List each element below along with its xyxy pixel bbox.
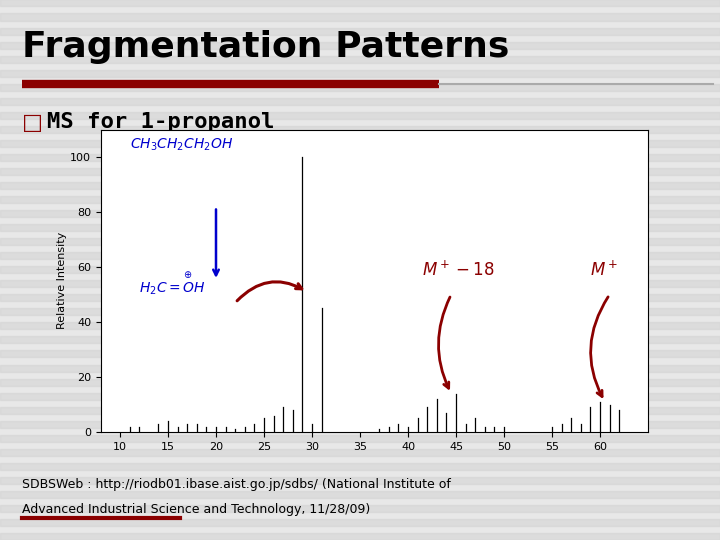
- Text: SDBSWeb : http://riodb01.ibase.aist.go.jp/sdbs/ (National Institute of: SDBSWeb : http://riodb01.ibase.aist.go.j…: [22, 478, 451, 491]
- Bar: [0, 210, 720, 217]
- Bar: [0, 519, 720, 526]
- Bar: [0, 533, 720, 540]
- Bar: [0, 477, 720, 484]
- Text: □: □: [22, 113, 42, 133]
- Bar: [0, 435, 720, 442]
- Bar: [0, 322, 720, 329]
- Bar: [0, 112, 720, 119]
- Bar: [0, 336, 720, 343]
- Bar: [0, 294, 720, 301]
- Bar: [0, 154, 720, 161]
- Bar: [0, 393, 720, 400]
- Bar: [0, 56, 720, 63]
- Bar: [0, 238, 720, 245]
- Bar: [0, 126, 720, 133]
- Bar: [0, 379, 720, 386]
- Bar: [0, 84, 720, 91]
- Bar: [0, 0, 720, 6]
- Bar: [0, 28, 720, 35]
- Bar: [0, 70, 720, 77]
- Bar: [0, 449, 720, 456]
- Bar: [0, 308, 720, 315]
- Bar: [0, 224, 720, 231]
- Text: Advanced Industrial Science and Technology, 11/28/09): Advanced Industrial Science and Technolo…: [22, 503, 370, 516]
- Bar: [0, 42, 720, 49]
- Bar: [0, 491, 720, 498]
- Bar: [0, 140, 720, 147]
- Bar: [0, 350, 720, 357]
- Text: Fragmentation Patterns: Fragmentation Patterns: [22, 30, 509, 64]
- Text: $\mathit{M^+-18}$: $\mathit{M^+-18}$: [423, 260, 495, 279]
- Bar: [0, 364, 720, 372]
- Y-axis label: Relative Intensity: Relative Intensity: [58, 232, 67, 329]
- Bar: [0, 182, 720, 189]
- Bar: [0, 266, 720, 273]
- Text: MS for 1-propanol: MS for 1-propanol: [47, 112, 274, 132]
- Bar: [0, 505, 720, 512]
- Bar: [0, 280, 720, 287]
- Bar: [0, 463, 720, 470]
- Bar: [0, 196, 720, 203]
- Bar: [0, 168, 720, 175]
- Bar: [0, 421, 720, 428]
- Text: $\mathit{CH_3CH_2CH_2OH}$: $\mathit{CH_3CH_2CH_2OH}$: [130, 137, 233, 153]
- Bar: [0, 98, 720, 105]
- Text: $H_2C{=}\overset{\oplus}{O}H$: $H_2C{=}\overset{\oplus}{O}H$: [139, 269, 206, 296]
- Text: $\mathit{M^+}$: $\mathit{M^+}$: [590, 260, 618, 279]
- Bar: [0, 407, 720, 414]
- Bar: [0, 252, 720, 259]
- Bar: [0, 14, 720, 21]
